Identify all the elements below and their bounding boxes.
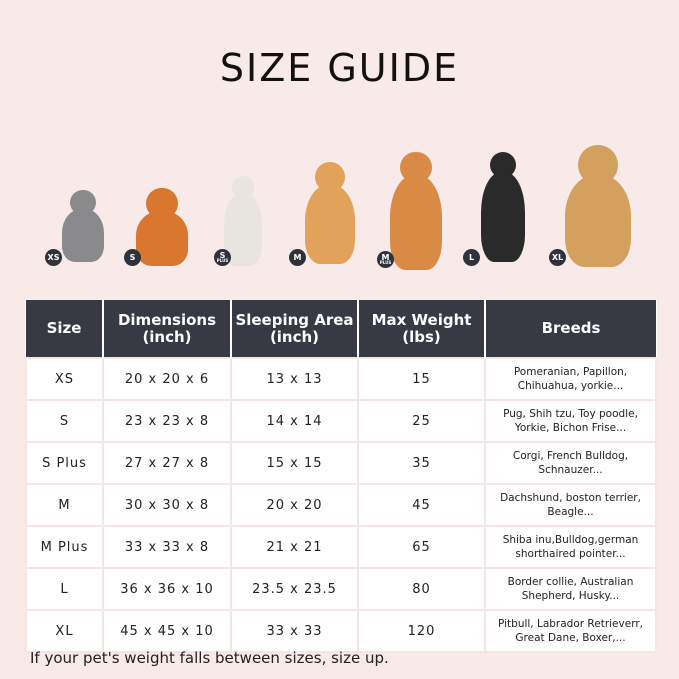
table-cell: 30 x 30 x 8 [102, 483, 232, 527]
table-cell: M [25, 483, 104, 527]
table-row: XL 45 x 45 x 10 33 x 33 120 Pitbull, Labrado… [25, 609, 657, 653]
table-cell: Pug, Shih tzu, Toy poodle, Yorkie, Bicho… [484, 399, 657, 443]
badge-label: XL [551, 253, 564, 262]
table-cell: 27 x 27 x 8 [102, 441, 232, 485]
table-cell: 36 x 36 x 10 [102, 567, 232, 611]
table-cell: 25 [357, 399, 486, 443]
table-cell: S Plus [25, 441, 104, 485]
table-cell: 33 x 33 [230, 609, 359, 653]
size-badge: XL [549, 249, 566, 266]
table-cell: 35 [357, 441, 486, 485]
size-badge: L [463, 249, 480, 266]
badge-label: XS [47, 253, 60, 262]
pet-image [136, 188, 188, 266]
footnote: If your pet's weight falls between sizes… [30, 649, 389, 667]
badge-label: M [293, 253, 302, 262]
table-cell: 23 x 23 x 8 [102, 399, 232, 443]
column-header: Breeds [485, 300, 656, 358]
column-header: Dimensions (inch) [103, 300, 232, 358]
table-row: XS 20 x 20 x 6 13 x 13 15 Pomeranian, Papill… [25, 357, 657, 401]
table-row: S 23 x 23 x 8 14 x 14 25 Pug, Shih tzu, Toy … [25, 399, 657, 443]
pet-image [565, 145, 631, 267]
table-header: Size Dimensions (inch) Sleeping Area (inch… [26, 300, 656, 358]
table-cell: M Plus [25, 525, 104, 569]
table-cell: 20 x 20 x 6 [102, 357, 232, 401]
badge-sublabel: PLUS [216, 258, 229, 263]
table-cell: 65 [357, 525, 486, 569]
size-badge: M [289, 249, 306, 266]
page-title: SIZE GUIDE [219, 46, 460, 90]
table-cell: 13 x 13 [230, 357, 359, 401]
badge-sublabel: PLUS [379, 260, 392, 265]
column-header: Size [26, 300, 104, 358]
badge-label: L [468, 253, 475, 262]
table-row: S Plus 27 x 27 x 8 15 x 15 35 Corgi, French … [25, 441, 657, 485]
table-cell: Border collie, Australian Shepherd, Husk… [484, 567, 657, 611]
table-cell: 15 [357, 357, 486, 401]
table-cell: 23.5 x 23.5 [230, 567, 359, 611]
table-cell: XL [25, 609, 104, 653]
table-cell: 20 x 20 [230, 483, 359, 527]
table-cell: Corgi, French Bulldog, Schnauzer... [484, 441, 657, 485]
table-cell: 45 [357, 483, 486, 527]
table-cell: Shiba inu,Bulldog,german shorthaired poi… [484, 525, 657, 569]
size-badge: M PLUS [377, 251, 394, 268]
table-cell: 120 [357, 609, 486, 653]
size-badge: XS [45, 249, 62, 266]
table-row: M 30 x 30 x 8 20 x 20 45 Dachshund, boston t… [25, 483, 657, 527]
column-header: Sleeping Area (inch) [231, 300, 359, 358]
pet-image [305, 162, 355, 264]
table-cell: 80 [357, 567, 486, 611]
badge-label: M [381, 253, 390, 262]
table-cell: Pomeranian, Papillon, Chihuahua, yorkie.… [484, 357, 657, 401]
table-cell: S [25, 399, 104, 443]
badge-label: S [129, 253, 136, 262]
table-cell: 33 x 33 x 8 [102, 525, 232, 569]
size-badge: S PLUS [214, 249, 231, 266]
table-cell: 21 x 21 [230, 525, 359, 569]
size-badge: S [124, 249, 141, 266]
size-table: Size Dimensions (inch) Sleeping Area (inch… [25, 300, 657, 653]
pet-image [481, 152, 525, 262]
table-cell: L [25, 567, 104, 611]
pet-image [62, 190, 104, 262]
table-cell: XS [25, 357, 104, 401]
table-cell: 14 x 14 [230, 399, 359, 443]
table-cell: Dachshund, boston terrier, Beagle... [484, 483, 657, 527]
table-cell: Pitbull, Labrador Retrieverr, Great Dane… [484, 609, 657, 653]
table-row: M Plus 33 x 33 x 8 21 x 21 65 Shiba inu,Bull… [25, 525, 657, 569]
badge-label: S [219, 251, 226, 260]
table-cell: 45 x 45 x 10 [102, 609, 232, 653]
column-header: Max Weight (lbs) [358, 300, 486, 358]
table-cell: 15 x 15 [230, 441, 359, 485]
pet-image [390, 152, 442, 270]
table-row: L 36 x 36 x 10 23.5 x 23.5 80 Border collie,… [25, 567, 657, 611]
